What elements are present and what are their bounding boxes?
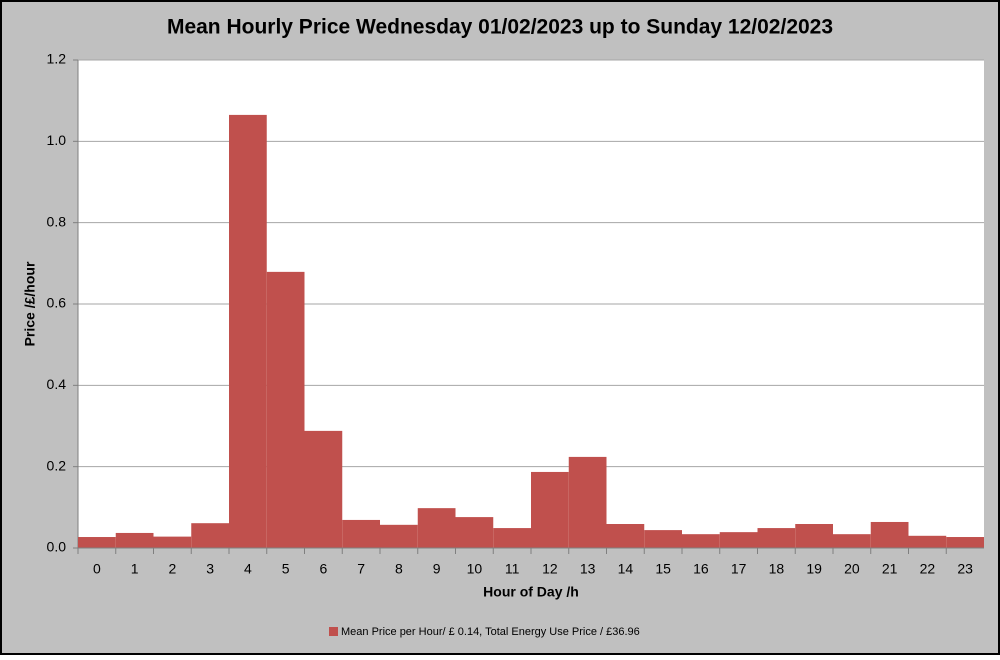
bar [795, 524, 833, 548]
bar [342, 519, 380, 548]
bar [568, 456, 607, 548]
y-tick-label: 0.0 [47, 539, 67, 555]
x-tick-label: 17 [731, 561, 747, 577]
bar [833, 534, 871, 548]
x-tick-label: 15 [655, 561, 671, 577]
x-tick-label: 23 [957, 561, 973, 577]
y-axis-label: Price /£/hour [22, 261, 38, 346]
x-tick-label: 6 [319, 561, 327, 577]
x-tick-label: 12 [542, 561, 558, 577]
bar [757, 528, 796, 548]
bar [908, 535, 947, 548]
x-tick-label: 4 [244, 561, 252, 577]
bar [191, 523, 229, 548]
y-tick-label: 1.2 [47, 51, 67, 67]
bar [493, 528, 531, 548]
bar [78, 537, 116, 548]
x-tick-label: 0 [93, 561, 101, 577]
bar [606, 524, 645, 548]
bar [719, 532, 758, 548]
legend-swatch [329, 627, 338, 636]
y-tick-label: 0.2 [47, 457, 67, 473]
x-tick-label: 3 [206, 561, 214, 577]
bar [417, 508, 456, 548]
x-tick-label: 14 [618, 561, 634, 577]
x-tick-label: 11 [505, 561, 520, 577]
x-tick-label: 10 [467, 561, 483, 577]
legend-label: Mean Price per Hour/ £ 0.14, Total Energ… [341, 626, 640, 638]
bar [531, 471, 569, 548]
x-tick-label: 16 [693, 561, 709, 577]
x-tick-label: 20 [844, 561, 860, 577]
y-tick-label: 1.0 [47, 132, 67, 148]
x-tick-label: 21 [882, 561, 898, 577]
legend: Mean Price per Hour/ £ 0.14, Total Energ… [329, 626, 640, 638]
x-tick-label: 2 [168, 561, 176, 577]
x-axis-label: Hour of Day /h [483, 584, 579, 600]
bar [304, 430, 343, 548]
x-tick-label: 22 [920, 561, 936, 577]
x-tick-label: 13 [580, 561, 596, 577]
bar [644, 530, 682, 548]
y-tick-label: 0.6 [47, 295, 67, 311]
chart-title: Mean Hourly Price Wednesday 01/02/2023 u… [167, 16, 833, 39]
bar [870, 521, 909, 548]
x-tick-label: 1 [131, 561, 139, 577]
x-tick-label: 9 [433, 561, 441, 577]
bar [266, 271, 305, 548]
bar [380, 524, 418, 548]
bar [455, 517, 494, 548]
bar [115, 532, 154, 548]
x-tick-label: 19 [806, 561, 822, 577]
y-tick-label: 0.8 [47, 213, 67, 229]
bar [946, 537, 984, 548]
x-tick-label: 5 [282, 561, 290, 577]
bar [229, 114, 267, 549]
x-tick-label: 8 [395, 561, 403, 577]
x-tick-label: 18 [769, 561, 785, 577]
bar [682, 534, 720, 548]
x-tick-label: 7 [357, 561, 365, 577]
bar [153, 536, 192, 548]
y-tick-label: 0.4 [47, 376, 67, 392]
